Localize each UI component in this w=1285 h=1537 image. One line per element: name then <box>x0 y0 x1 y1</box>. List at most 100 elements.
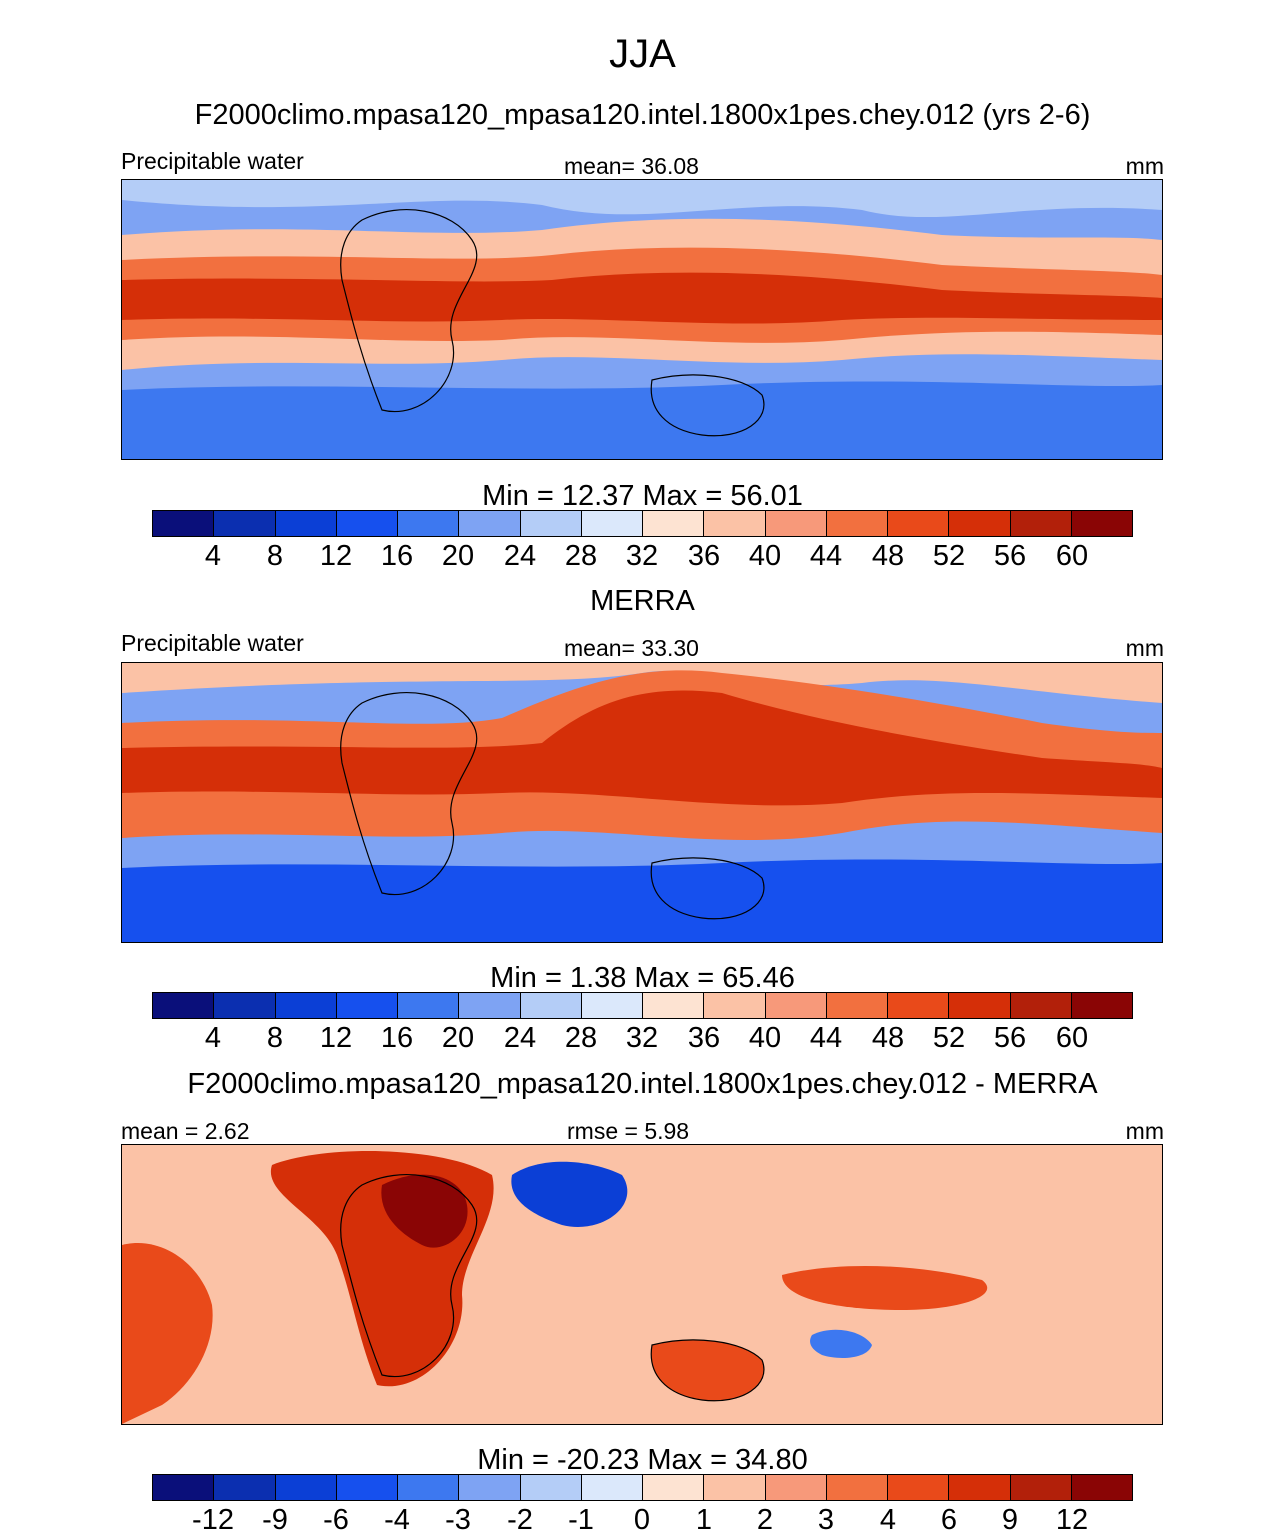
colorbar-tick-label: 8 <box>266 1022 284 1054</box>
panel3-min-max: Min = -20.23 Max = 34.80 <box>477 1444 808 1476</box>
panel2-title: MERRA <box>590 585 695 617</box>
colorbar-cell <box>153 511 215 536</box>
colorbar-tick-label: 48 <box>871 540 905 572</box>
colorbar-cell <box>888 1475 950 1500</box>
colorbar-tick-label: 44 <box>809 540 843 572</box>
colorbar-tick-label: 52 <box>932 1022 966 1054</box>
map-band-tropics-core <box>122 272 1162 324</box>
colorbar-cell <box>214 993 276 1018</box>
colorbar-cell <box>581 511 643 536</box>
panel1-title: F2000climo.mpasa120_mpasa120.intel.1800x… <box>194 99 1091 131</box>
colorbar-cell <box>949 511 1011 536</box>
colorbar-tick-label: 56 <box>993 1022 1027 1054</box>
continent-africa <box>340 1174 478 1378</box>
panel2-colorbar <box>152 992 1133 1019</box>
map-band-tropics-core <box>122 690 1162 806</box>
colorbar-tick-label: 24 <box>503 540 537 572</box>
colorbar-tick-label: 24 <box>503 1022 537 1054</box>
colorbar-tick-label: 60 <box>1055 540 1089 572</box>
map-anomaly-pacific <box>782 1265 988 1310</box>
continent-australia <box>650 1339 765 1402</box>
colorbar-cell <box>275 1475 337 1500</box>
panel1-min-max: Min = 12.37 Max = 56.01 <box>482 480 803 512</box>
colorbar-tick-label: 20 <box>441 540 475 572</box>
colorbar-cell <box>704 1475 766 1500</box>
panel2-map <box>121 662 1163 943</box>
colorbar-tick-label: 1 <box>695 1504 713 1536</box>
colorbar-tick-label: 44 <box>809 1022 843 1054</box>
panel1-colorbar-labels: 4 8 12 16 20 24 28 32 36 40 44 48 52 56 … <box>152 540 1133 572</box>
colorbar-cell <box>398 1475 460 1500</box>
colorbar-cell <box>765 993 827 1018</box>
map-anomaly-sahara <box>381 1174 468 1248</box>
panel1-colorbar <box>152 510 1133 537</box>
colorbar-tick-label: 4 <box>204 540 222 572</box>
colorbar-tick-label: 12 <box>319 1022 353 1054</box>
continent-africa <box>340 209 478 413</box>
panel1-mean-label: mean= 36.08 <box>564 153 699 179</box>
map-band-south <box>122 859 1162 942</box>
colorbar-cell <box>275 993 337 1018</box>
colorbar-tick-label: 8 <box>266 540 284 572</box>
map-anomaly-spcz <box>810 1329 872 1358</box>
panel3-rmse-label: rmse = 5.98 <box>567 1118 690 1144</box>
map-band-north <box>122 663 1162 703</box>
panel2-colorbar-labels: 4 8 12 16 20 24 28 32 36 40 44 48 52 56 … <box>152 1022 1133 1054</box>
colorbar-tick-label: 9 <box>1001 1504 1019 1536</box>
panel1-units: mm <box>1125 153 1164 179</box>
colorbar-cell <box>704 993 766 1018</box>
colorbar-cell <box>581 1475 643 1500</box>
colorbar-tick-label: 4 <box>879 1504 897 1536</box>
panel1-map-svg <box>122 180 1162 459</box>
colorbar-cell <box>949 993 1011 1018</box>
colorbar-cell <box>704 511 766 536</box>
map-band-south <box>122 381 1162 459</box>
panel3-map <box>121 1144 1163 1425</box>
colorbar-tick-label: 28 <box>564 1022 598 1054</box>
colorbar-tick-label: 40 <box>748 1022 782 1054</box>
colorbar-tick-label: 12 <box>319 540 353 572</box>
panel3-units: mm <box>1125 1118 1164 1144</box>
colorbar-cell <box>153 1475 215 1500</box>
colorbar-tick-label: -9 <box>262 1504 288 1536</box>
colorbar-cell <box>643 1475 705 1500</box>
panel2-map-svg <box>122 663 1162 942</box>
colorbar-cell <box>520 511 582 536</box>
figure-title: JJA <box>609 32 676 76</box>
colorbar-cell <box>214 511 276 536</box>
colorbar-cell <box>459 511 521 536</box>
colorbar-tick-label: 56 <box>993 540 1027 572</box>
colorbar-cell <box>1071 1475 1132 1500</box>
colorbar-cell <box>520 1475 582 1500</box>
panel2-mean-label: mean= 33.30 <box>564 635 699 661</box>
colorbar-tick-label: 16 <box>380 540 414 572</box>
colorbar-tick-label: 32 <box>625 540 659 572</box>
colorbar-cell <box>336 511 398 536</box>
map-anomaly-india <box>511 1161 628 1227</box>
colorbar-tick-label: 36 <box>687 540 721 572</box>
colorbar-cell <box>643 993 705 1018</box>
colorbar-tick-label: 48 <box>871 1022 905 1054</box>
colorbar-tick-label: 0 <box>633 1504 651 1536</box>
panel3-title: F2000climo.mpasa120_mpasa120.intel.1800x… <box>187 1068 1098 1100</box>
colorbar-tick-label: 16 <box>380 1022 414 1054</box>
colorbar-tick-label: -2 <box>507 1504 533 1536</box>
colorbar-cell <box>888 511 950 536</box>
colorbar-cell <box>1071 511 1132 536</box>
colorbar-cell <box>1010 993 1072 1018</box>
colorbar-cell <box>765 511 827 536</box>
colorbar-cell <box>459 1475 521 1500</box>
colorbar-cell <box>826 511 888 536</box>
panel3-mean-label: mean = 2.62 <box>121 1118 250 1144</box>
continent-africa <box>340 692 478 896</box>
panel2-units: mm <box>1125 635 1164 661</box>
continent-australia <box>650 374 765 437</box>
panel3-colorbar <box>152 1474 1133 1501</box>
panel3-map-svg <box>122 1145 1162 1424</box>
colorbar-cell <box>1071 993 1132 1018</box>
panel2-variable-label: Precipitable water <box>121 630 304 656</box>
colorbar-cell <box>520 993 582 1018</box>
colorbar-cell <box>459 993 521 1018</box>
colorbar-cell <box>581 993 643 1018</box>
colorbar-cell <box>826 1475 888 1500</box>
